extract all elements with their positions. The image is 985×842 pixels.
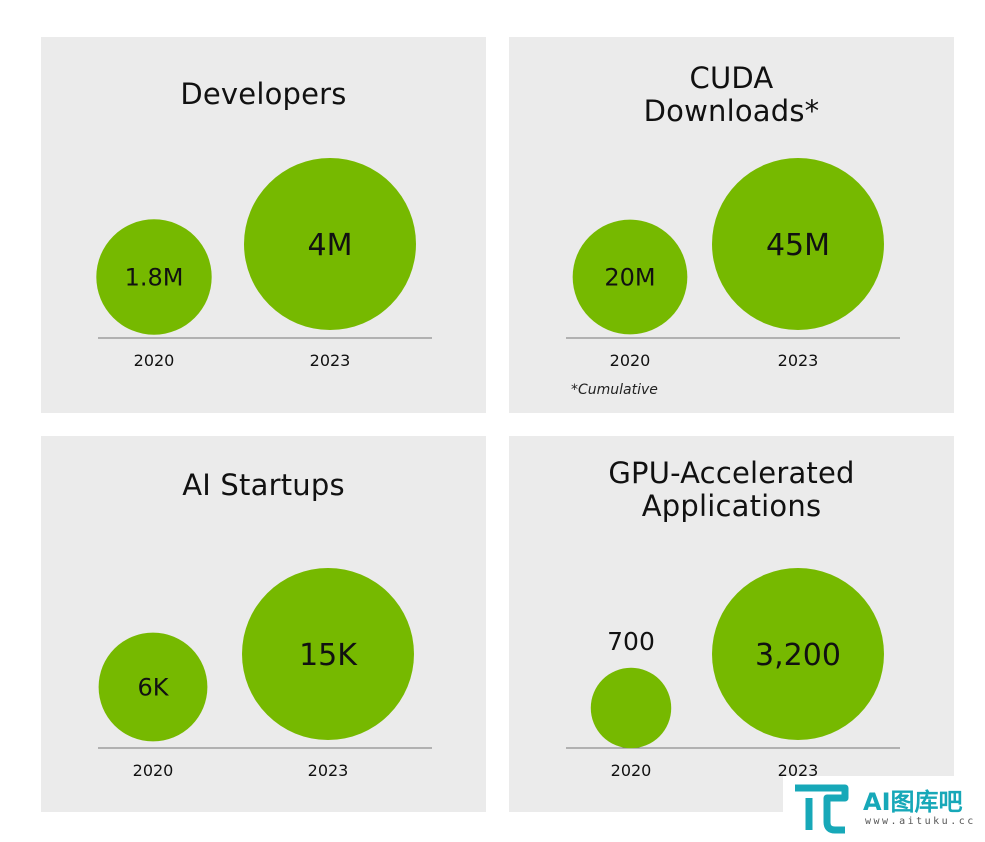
bubble-2020 — [96, 219, 212, 335]
category-label: 2020 — [134, 351, 175, 370]
title-line: CUDA — [689, 61, 774, 95]
ai-startups-chart: 6K 2020 15K 2023 — [98, 568, 432, 780]
value-label: 6K — [137, 674, 169, 702]
category-label: 2020 — [133, 761, 174, 780]
title-line: AI Startups — [182, 468, 345, 502]
value-label: 1.8M — [125, 264, 184, 292]
panel-title: Developers — [41, 78, 486, 111]
bubble-2020 — [98, 632, 208, 742]
category-label: 2020 — [611, 761, 652, 780]
developers-chart: 1.8M 2020 4M 2023 — [96, 158, 432, 370]
value-label: 4M — [308, 228, 353, 263]
bubble-2023 — [712, 568, 884, 740]
gpu-accelerated-applications-panel: GPU-Accelerated Applications 700 2020 3,20… — [509, 436, 954, 812]
bubble-2023 — [242, 568, 414, 740]
category-label: 2023 — [308, 761, 349, 780]
bubble-2020 — [572, 219, 688, 335]
value-label: 15K — [299, 638, 358, 673]
watermark-url: www.aituku.cc — [865, 816, 976, 827]
category-label: 2023 — [778, 351, 819, 370]
bubble-2023 — [712, 158, 884, 330]
watermark: AI图库吧 www.aituku.cc — [783, 776, 978, 836]
panel-title: GPU-Accelerated Applications — [509, 457, 954, 523]
value-label: 3,200 — [755, 638, 841, 673]
value-label: 45M — [766, 228, 830, 263]
ai-startups-panel: AI Startups 6K 2020 15K 2023 — [41, 436, 486, 812]
developers-panel: Developers 1.8M 2020 4M 2023 — [41, 37, 486, 413]
title-line: GPU-Accelerated — [608, 456, 855, 490]
bubble-2020 — [590, 667, 672, 749]
category-label: 2020 — [610, 351, 651, 370]
cuda-downloads-chart: 20M 2020 45M 2023 — [566, 158, 900, 370]
panel-title: AI Startups — [41, 469, 486, 502]
title-line: Applications — [641, 489, 822, 523]
value-label: 20M — [604, 264, 655, 292]
footnote: *Cumulative — [571, 382, 658, 398]
panel-title: CUDA Downloads* — [509, 62, 954, 128]
title-line: Downloads* — [643, 94, 820, 128]
watermark-logo-icon — [795, 784, 849, 834]
cuda-downloads-panel: CUDA Downloads* 20M 2020 45M 2023 *Cumulati… — [509, 37, 954, 413]
value-label: 700 — [607, 627, 655, 656]
bubble-2023 — [244, 158, 416, 330]
category-label: 2023 — [310, 351, 351, 370]
watermark-text: AI图库吧 — [863, 788, 963, 816]
category-label: 2023 — [778, 761, 819, 780]
gpu-accelerated-applications-chart: 700 2020 3,200 2023 — [566, 568, 900, 780]
title-line: Developers — [180, 77, 347, 111]
